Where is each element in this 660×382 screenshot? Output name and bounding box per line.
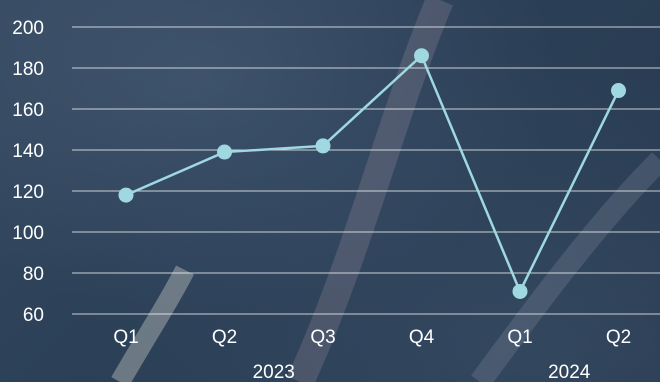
data-point[interactable] (217, 144, 232, 160)
y-tick-label: 80 (23, 264, 44, 285)
y-tick-label: 160 (12, 100, 44, 121)
x-tick-label: Q3 (310, 327, 335, 348)
y-tick-label: 200 (12, 18, 44, 39)
y-tick-label: 120 (12, 182, 44, 203)
y-tick-label: 60 (23, 305, 44, 326)
data-point[interactable] (118, 187, 134, 203)
x-group-label: 2023 (253, 362, 295, 382)
x-tick-label: Q1 (113, 327, 138, 348)
x-group-label: 2024 (548, 362, 591, 382)
data-point[interactable] (315, 138, 331, 154)
data-point[interactable] (611, 83, 626, 99)
y-tick-label: 180 (12, 59, 44, 80)
x-axis-group-labels: 2023 2024 (253, 362, 591, 382)
series-group (118, 48, 626, 299)
series-line (125, 53, 620, 295)
data-point[interactable] (512, 283, 528, 299)
data-point[interactable] (414, 48, 429, 64)
x-tick-label: Q2 (606, 327, 631, 348)
x-tick-label: Q4 (409, 327, 435, 348)
y-tick-label: 140 (12, 141, 44, 162)
y-gridlines (72, 26, 660, 315)
y-tick-label: 100 (12, 223, 44, 244)
y-axis-ticks: 60 80 100 120 140 160 180 200 (12, 18, 44, 326)
x-tick-label: Q1 (507, 327, 532, 348)
x-tick-label: Q2 (212, 327, 237, 348)
x-axis-ticks: Q1 Q2 Q3 Q4 Q1 Q2 (113, 327, 631, 348)
